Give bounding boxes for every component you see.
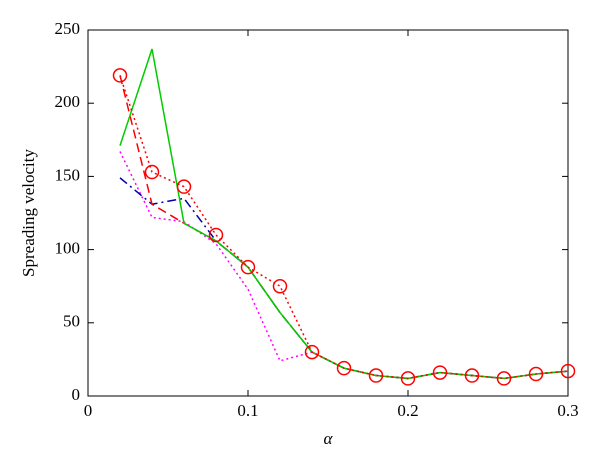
point-marker	[528, 366, 544, 382]
x-axis-label: α	[324, 429, 334, 448]
point-marker	[240, 259, 256, 275]
series-line	[119, 75, 569, 380]
series-line	[119, 151, 569, 380]
y-tick-label: 150	[55, 165, 81, 184]
point-marker	[336, 360, 352, 376]
point-marker	[272, 278, 288, 294]
point-marker	[496, 371, 512, 386]
x-tick-label: 0.2	[397, 401, 418, 420]
series-line	[119, 48, 569, 380]
y-tick-label: 0	[72, 385, 81, 404]
series-line	[119, 75, 569, 380]
y-tick-label: 100	[55, 239, 81, 258]
plot-frame	[87, 29, 569, 397]
point-marker	[304, 344, 320, 360]
y-tick-label: 250	[55, 19, 81, 38]
point-marker	[208, 227, 224, 243]
point-marker	[560, 363, 576, 379]
point-marker	[400, 371, 416, 386]
point-marker	[176, 179, 192, 194]
x-tick-label: 0	[84, 401, 93, 420]
point-marker	[112, 68, 128, 83]
series-line	[119, 177, 569, 380]
point-marker	[464, 368, 480, 383]
point-marker	[432, 365, 448, 380]
y-axis-label: Spreading velocity	[19, 149, 38, 277]
y-tick-label: 200	[55, 92, 81, 111]
x-tick-label: 0.3	[557, 401, 578, 420]
y-tick-label: 50	[63, 312, 80, 331]
point-marker	[368, 368, 384, 383]
point-marker	[144, 164, 160, 180]
x-tick-label: 0.1	[237, 401, 258, 420]
